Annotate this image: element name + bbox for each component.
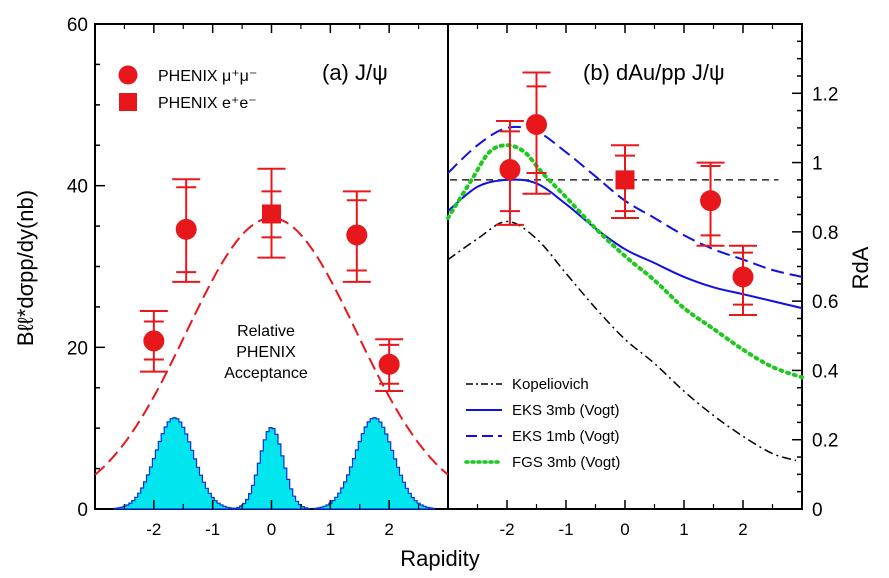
data-point (729, 244, 757, 316)
y-tick-label: 0 (812, 500, 823, 521)
x-tick-label: 0 (267, 520, 276, 539)
data-point (375, 338, 404, 392)
x-tick-label: -2 (146, 520, 161, 539)
y-tick-label: 40 (67, 177, 88, 198)
y-tick-label: 20 (67, 338, 88, 359)
x-tick-label: 2 (738, 520, 747, 539)
y-tick-labels-right: 0 0.2 0.4 0.6 0.8 1 1.2 (812, 84, 839, 521)
theory-curve (447, 220, 797, 462)
x-tick-labels-a: -2 -1 0 1 2 (146, 520, 394, 539)
legend-marker-square (119, 93, 137, 111)
x-tick-label: 1 (326, 520, 335, 539)
data-point (257, 167, 286, 259)
theory-curve (446, 143, 804, 380)
y-axis-label-right: RdA (848, 246, 873, 289)
data-point (139, 309, 168, 373)
acceptance-label-line: Acceptance (224, 365, 308, 382)
legend-label: Kopeliovich (512, 376, 589, 393)
y-tick-label: 1.2 (812, 84, 838, 105)
marker-circle (732, 266, 754, 288)
marker-circle (175, 218, 197, 240)
acceptance-histogram (313, 417, 436, 510)
y-tick-label: 0.4 (812, 361, 839, 382)
y-tick-label: 1 (812, 154, 823, 175)
marker-circle (378, 353, 400, 375)
data-point (522, 71, 551, 195)
axis-ticks (95, 23, 802, 510)
data-point (495, 120, 524, 226)
x-tick-label: -1 (205, 520, 220, 539)
y-tick-labels-left: 0 20 40 60 (67, 15, 88, 521)
marker-circle (526, 113, 547, 135)
x-tick-label: -1 (558, 520, 573, 539)
legend-b: Kopeliovich EKS 3mb (Vogt) EKS 1mb (Vogt… (464, 376, 620, 471)
acceptance-label: Relative PHENIX Acceptance (224, 323, 308, 382)
data-point (696, 161, 725, 247)
panel-b (446, 71, 804, 462)
x-tick-label: 1 (679, 520, 688, 539)
acceptance-label-line: PHENIX (236, 344, 296, 361)
y-axis-label-left: Bℓℓ*dσpp/dy(nb) (13, 190, 38, 346)
x-axis-label: Rapidity (400, 546, 479, 571)
legend-label: EKS 3mb (Vogt) (512, 402, 620, 419)
legend-label: EKS 1mb (Vogt) (512, 428, 620, 445)
acceptance-histogram (113, 417, 236, 510)
y-tick-label: 0.6 (812, 292, 838, 313)
marker-circle (143, 330, 165, 352)
data-point (611, 144, 639, 219)
legend-label: PHENIX μ⁺μ⁻ (158, 68, 257, 85)
y-tick-label: 0.2 (812, 431, 838, 452)
acceptance-histograms (113, 417, 436, 510)
legend-label: PHENIX e⁺e⁻ (158, 95, 257, 112)
y-tick-label: 60 (67, 15, 88, 36)
marker-square (615, 170, 635, 190)
panel-a-label: (a) J/ψ (322, 60, 388, 85)
legend-marker-circle (118, 65, 138, 85)
panel-a (94, 167, 449, 510)
legend-label: FGS 3mb (Vogt) (512, 454, 620, 471)
y-tick-label: 0.8 (812, 223, 838, 244)
marker-circle (499, 159, 521, 180)
y-tick-label: 0 (77, 500, 88, 521)
panel-b-label: (b) dAu/pp J/ψ (583, 60, 725, 85)
marker-circle (700, 190, 722, 212)
panel-a-data-points (139, 167, 404, 392)
acceptance-histogram (233, 427, 311, 510)
x-tick-label: 0 (620, 520, 629, 539)
marker-circle (346, 224, 368, 246)
data-point (172, 178, 201, 283)
data-point (342, 190, 371, 283)
x-tick-labels-b: -2 -1 0 1 2 (499, 520, 747, 539)
panel-b-data-points (495, 71, 757, 316)
marker-square (262, 204, 281, 224)
x-tick-label: -2 (499, 520, 514, 539)
x-tick-label: 2 (384, 520, 393, 539)
legend-a: PHENIX μ⁺μ⁻ PHENIX e⁺e⁻ (118, 65, 257, 112)
acceptance-label-line: Relative (237, 323, 295, 340)
gaussian-fit-curve (94, 216, 449, 476)
